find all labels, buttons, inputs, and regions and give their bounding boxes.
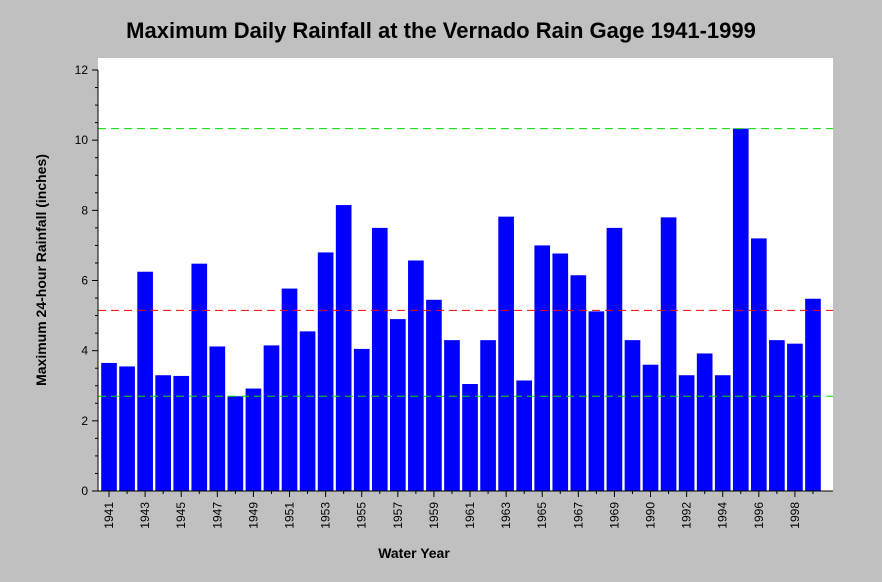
bar-1946 xyxy=(191,263,208,491)
bar-1996 xyxy=(751,238,767,491)
bar-1990 xyxy=(642,364,659,491)
bar-1947 xyxy=(209,346,226,491)
y-axis-label: Maximum 24-hour Rainfall (inches) xyxy=(33,154,49,386)
bar-1961 xyxy=(462,384,478,491)
bar-1955 xyxy=(353,348,370,491)
bar-1941 xyxy=(101,362,117,491)
chart-title: Maximum Daily Rainfall at the Vernado Ra… xyxy=(126,18,756,43)
x-tick-label-1963: 1963 xyxy=(499,502,513,529)
bar-1998 xyxy=(787,343,803,491)
bar-1964 xyxy=(516,380,532,491)
bar-1991 xyxy=(660,217,677,491)
x-tick-label-1943: 1943 xyxy=(138,502,152,529)
x-tick-label-1961: 1961 xyxy=(463,502,477,529)
x-tick-label-1949: 1949 xyxy=(246,502,260,529)
bar-1969 xyxy=(606,227,623,492)
x-tick-label-1990: 1990 xyxy=(644,502,658,529)
bar-1959 xyxy=(426,299,442,491)
bar-1950 xyxy=(263,345,280,491)
x-tick-label-1992: 1992 xyxy=(680,502,694,529)
bar-1994 xyxy=(714,375,731,491)
x-tick-label-1998: 1998 xyxy=(788,502,802,529)
bar-1948 xyxy=(227,396,244,491)
bar-1993 xyxy=(696,353,713,491)
bar-1967 xyxy=(570,275,587,491)
bar-1962 xyxy=(480,340,496,491)
x-tick-label-1959: 1959 xyxy=(427,502,441,529)
x-tick-label-1945: 1945 xyxy=(174,502,188,529)
bar-1943 xyxy=(137,271,153,491)
bar-1999 xyxy=(805,298,821,491)
x-tick-label-1957: 1957 xyxy=(391,502,405,529)
x-tick-label-1947: 1947 xyxy=(210,502,224,529)
bar-1942 xyxy=(119,366,135,491)
bar-1953 xyxy=(317,252,334,491)
bar-1954 xyxy=(335,205,352,491)
bar-1958 xyxy=(408,260,424,491)
x-tick-label-1955: 1955 xyxy=(355,502,369,529)
x-tick-label-1965: 1965 xyxy=(535,502,549,529)
y-axis: 0 2 4 6 8 10 12 xyxy=(75,63,99,498)
y-tick-label-2: 2 xyxy=(81,414,88,428)
x-tick-label-1994: 1994 xyxy=(716,502,730,529)
bar-1997 xyxy=(769,340,785,491)
x-tick-label-1996: 1996 xyxy=(752,502,766,529)
y-tick-label-6: 6 xyxy=(81,274,88,288)
bar-1966 xyxy=(552,253,569,491)
x-tick-label-1953: 1953 xyxy=(319,502,333,529)
bar-1989 xyxy=(624,340,641,491)
bar-1956 xyxy=(371,227,388,492)
bar-1949 xyxy=(245,388,262,491)
bar-1995 xyxy=(732,128,749,491)
bar-1944 xyxy=(155,375,171,491)
bar-1992 xyxy=(678,375,695,491)
reference-lines-group xyxy=(98,128,833,397)
bar-1952 xyxy=(299,331,316,491)
bar-1963 xyxy=(498,216,514,491)
x-axis-label: Water Year xyxy=(378,545,450,561)
x-tick-label-1941: 1941 xyxy=(102,502,116,529)
y-tick-label-10: 10 xyxy=(75,133,89,147)
bar-1951 xyxy=(281,288,298,491)
bar-1965 xyxy=(534,245,551,491)
bars-group xyxy=(101,128,821,492)
x-tick-label-1951: 1951 xyxy=(283,502,297,529)
y-tick-label-8: 8 xyxy=(81,203,88,217)
bar-1957 xyxy=(390,319,406,491)
x-tick-label-1967: 1967 xyxy=(571,502,585,529)
y-tick-label-12: 12 xyxy=(75,63,89,77)
bar-1945 xyxy=(173,375,190,491)
y-tick-label-4: 4 xyxy=(81,344,88,358)
bar-1960 xyxy=(444,340,460,491)
y-tick-label-0: 0 xyxy=(81,484,88,498)
x-tick-label-1969: 1969 xyxy=(607,502,621,529)
bar-1968 xyxy=(588,311,605,491)
x-axis: 1941 1943 1945 1947 1949 1951 1953 1955 1957 1959… xyxy=(98,490,833,529)
